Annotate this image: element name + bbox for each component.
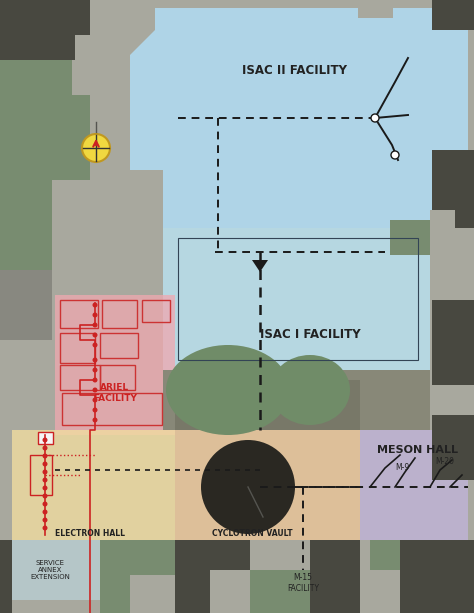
Polygon shape [188,385,225,430]
Polygon shape [250,570,310,613]
Polygon shape [0,180,52,270]
Bar [178,238,418,360]
Polygon shape [175,380,360,430]
Polygon shape [0,0,90,60]
Circle shape [43,493,47,498]
Polygon shape [175,540,250,613]
Circle shape [82,134,110,162]
Circle shape [43,517,47,522]
Ellipse shape [166,345,290,435]
Polygon shape [100,575,130,613]
Polygon shape [12,430,175,540]
Bar [60,300,98,328]
Circle shape [43,525,47,530]
Circle shape [201,440,295,534]
Text: M-20: M-20 [436,457,455,466]
Bar [60,333,95,363]
Circle shape [92,387,98,392]
Polygon shape [370,540,400,570]
Circle shape [92,368,98,373]
Polygon shape [0,270,52,340]
Circle shape [43,485,47,490]
Polygon shape [130,8,468,228]
Circle shape [43,509,47,514]
Circle shape [92,417,98,422]
Ellipse shape [270,355,350,425]
Circle shape [43,462,47,466]
Bar [100,333,138,358]
Polygon shape [55,295,175,435]
Polygon shape [252,260,268,272]
Circle shape [92,302,98,308]
Circle shape [43,501,47,506]
Bar [60,365,100,390]
Polygon shape [0,60,90,180]
Circle shape [43,454,47,459]
Text: M-15
FACILITY: M-15 FACILITY [287,573,319,593]
Text: MESON HALL: MESON HALL [377,445,458,455]
Bar [38,432,53,444]
Circle shape [391,151,399,159]
Polygon shape [0,540,12,613]
Polygon shape [432,415,474,480]
Circle shape [92,378,98,383]
Polygon shape [390,220,430,255]
Polygon shape [100,540,175,575]
Circle shape [92,397,98,403]
Polygon shape [400,540,474,613]
Circle shape [92,343,98,348]
Circle shape [92,313,98,318]
Text: ISAC II FACILITY: ISAC II FACILITY [243,64,347,77]
Circle shape [43,478,47,482]
Text: ELECTRON HALL: ELECTRON HALL [55,528,125,538]
Polygon shape [163,370,430,430]
Text: ISAC I FACILITY: ISAC I FACILITY [260,329,360,341]
Bar [30,455,52,495]
Circle shape [92,332,98,338]
Polygon shape [432,300,474,385]
Text: M-9: M-9 [395,462,409,471]
Circle shape [43,446,47,451]
Text: SERVICE
ANNEX
EXTENSION: SERVICE ANNEX EXTENSION [30,560,70,580]
Polygon shape [163,228,430,370]
Polygon shape [5,540,100,600]
Circle shape [43,438,47,443]
Bar [142,300,170,322]
Bar [100,365,135,390]
Polygon shape [432,0,474,30]
Text: ARIEL
FACILITY: ARIEL FACILITY [93,383,137,403]
Bar [62,393,162,425]
Polygon shape [310,540,360,613]
Polygon shape [360,430,468,540]
Circle shape [92,357,98,362]
Polygon shape [432,150,474,228]
Circle shape [43,470,47,474]
Bar [102,300,137,328]
Circle shape [92,408,98,413]
Text: CYCLOTRON VAULT: CYCLOTRON VAULT [212,528,292,538]
Polygon shape [175,430,360,540]
Circle shape [371,114,379,122]
Circle shape [92,322,98,327]
